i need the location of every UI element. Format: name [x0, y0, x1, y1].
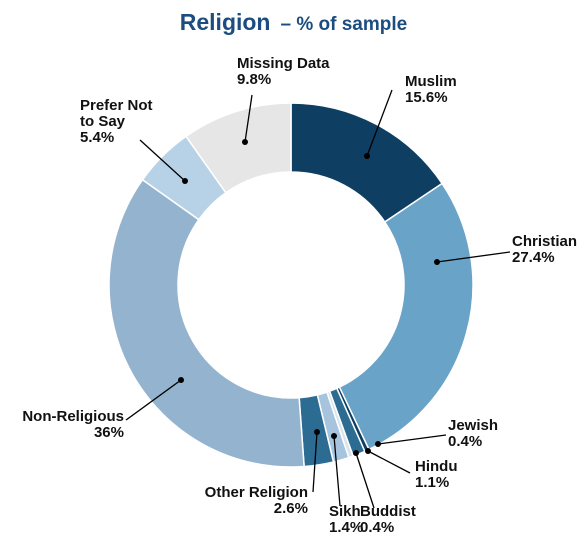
leader-dot-prefer-not-to-say: [182, 178, 188, 184]
label-jewish: Jewish 0.4%: [448, 417, 498, 450]
leader-dot-jewish: [375, 441, 381, 447]
label-sikh: Sikh 1.4%: [329, 503, 363, 536]
leader-dot-buddist: [353, 450, 359, 456]
slice-labels: Muslim 15.6% Christian 27.4% Jewish 0.4% Hindu…: [22, 55, 577, 536]
leader-line-missing-data: [244, 94, 253, 143]
label-buddist: Buddist 0.4%: [360, 503, 416, 536]
slice-non-religious: [108, 178, 305, 468]
label-non-religious: Non-Religious 36%: [22, 408, 124, 441]
leader-line-muslim: [366, 89, 393, 157]
leader-dot-sikh: [331, 433, 337, 439]
leader-line-other-religion: [312, 431, 318, 493]
leader-line-jewish: [377, 434, 447, 445]
chart-subtitle: – % of sample: [280, 14, 408, 35]
leader-line-sikh: [333, 435, 341, 507]
leader-dot-hindu: [365, 448, 371, 454]
donut-slices: [108, 102, 474, 468]
label-hindu: Hindu 1.1%: [415, 458, 458, 491]
label-other-religion: Other Religion 2.6%: [205, 484, 308, 517]
leader-dot-christian: [434, 259, 440, 265]
leader-line-buddist: [355, 452, 375, 509]
leader-line-prefer-not-to-say: [139, 139, 186, 182]
leader-lines: [125, 89, 511, 509]
slice-christian: [338, 182, 474, 451]
leader-dot-other-religion: [314, 429, 320, 435]
leader-dot-missing-data: [242, 139, 248, 145]
leader-dot-muslim: [364, 153, 370, 159]
leader-line-non-religious: [125, 379, 182, 421]
chart-title-main: Religion: [179, 9, 271, 35]
leader-line-christian: [436, 251, 511, 263]
label-christian: Christian 27.4%: [512, 233, 577, 266]
label-prefer-not-to-say: Prefer Not to Say 5.4%: [80, 97, 153, 146]
label-missing-data: Missing Data 9.8%: [237, 55, 330, 88]
chart-title: Religion – % of sample: [0, 8, 587, 40]
slice-missing-data: [184, 102, 292, 194]
label-muslim: Muslim 15.6%: [405, 73, 457, 106]
leader-dot-non-religious: [178, 377, 184, 383]
leader-line-hindu: [367, 450, 411, 474]
